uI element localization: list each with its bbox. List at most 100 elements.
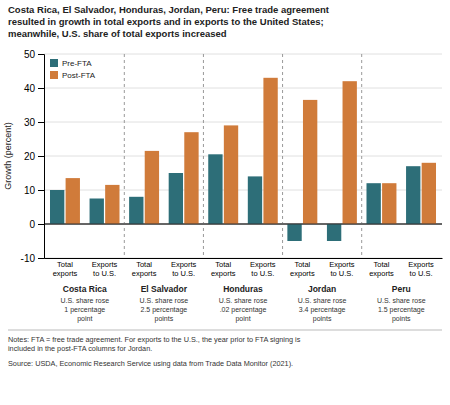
group-separator (361, 54, 362, 258)
y-tick: 10 (24, 185, 44, 196)
text-line: 2.5 percentage (141, 306, 188, 314)
group-subtitle: U.S. share rose 3.4 percentagepoints (298, 297, 347, 323)
text-line: resulted in growth in total exports and … (8, 16, 324, 27)
text-line: to U.S. (251, 269, 274, 278)
bar (145, 151, 159, 224)
y-tick: 0 (29, 219, 44, 230)
grid-line (44, 54, 442, 55)
x-axis: Totalexports Exportsto U.S. Totalexports Ex… (45, 258, 443, 278)
group-subtitle: U.S. share rose .02 percentagepoint (219, 297, 268, 323)
text-line: 1.5 percentage (378, 306, 425, 314)
x-tick: Totalexports (132, 258, 157, 278)
text-line: U.S. share rose (377, 297, 426, 304)
tick-label: Exportsto U.S. (250, 260, 276, 278)
tick-label: 40 (24, 83, 36, 94)
bar (382, 183, 396, 224)
y-axis: -10 0 10 20 30 40 50 (21, 49, 45, 264)
tick-mark (38, 88, 44, 89)
bars (50, 78, 436, 241)
group-label: El Salvador (141, 284, 188, 294)
tick-label: Exportsto U.S. (171, 260, 197, 278)
grid-line (44, 258, 442, 259)
text-line: .02 percentage (220, 306, 267, 314)
tick-label: 20 (24, 151, 36, 162)
tick-label: 10 (24, 185, 36, 196)
group-separator (282, 54, 283, 258)
group-label: Honduras (223, 284, 263, 294)
y-axis-title: Growth (percent) (3, 122, 13, 190)
bar (50, 190, 64, 224)
tick-label: -10 (21, 253, 36, 264)
text-line: U.S. share rose (219, 297, 268, 304)
grid (44, 54, 442, 258)
legend-label: Pre-FTA (62, 59, 92, 68)
grid-line (44, 122, 442, 123)
y-tick: -10 (21, 253, 44, 264)
tick-label: 50 (24, 49, 36, 60)
tick-label: Totalexports (211, 260, 236, 278)
tick-mark (38, 258, 44, 259)
bar (287, 224, 301, 241)
source: Source: USDA, Economic Research Service … (8, 359, 293, 368)
y-tick: 30 (24, 117, 44, 128)
bar (366, 183, 380, 224)
text-line: U.S. share rose (298, 297, 347, 304)
legend: Pre-FTA Post-FTA (50, 59, 96, 80)
notes-separator (8, 330, 442, 331)
grid-line (44, 88, 442, 89)
grid-line (44, 156, 442, 157)
bar (248, 176, 262, 224)
y-tick: 20 (24, 151, 44, 162)
bar (343, 81, 357, 224)
tick-mark (38, 54, 44, 55)
text-line: exports (290, 269, 315, 278)
group-labels: Costa RicaU.S. share rose1 percentagepoi… (60, 284, 425, 323)
chart: Costa Rica, El Salvador, Honduras, Jorda… (0, 0, 450, 405)
tick-mark (38, 122, 44, 123)
tick-label: Totalexports (53, 260, 78, 278)
text-line: exports (369, 269, 394, 278)
group-separators (124, 54, 361, 258)
group-separator (124, 54, 125, 258)
x-tick: Totalexports (369, 258, 394, 278)
text-line: U.S. share rose (140, 297, 189, 304)
zero-line (44, 224, 442, 225)
bar (303, 100, 317, 224)
text-line: included in the post-FTA columns for Jor… (8, 344, 152, 353)
bar (129, 197, 143, 224)
text-line: 3.4 percentage (299, 306, 346, 314)
bar (224, 125, 238, 224)
tick-label: Exportsto U.S. (92, 260, 118, 278)
text-line: point (235, 315, 250, 323)
zero-line (44, 224, 442, 225)
tick-mark (38, 190, 44, 191)
y-tick: 40 (24, 83, 44, 94)
bar (263, 78, 277, 224)
x-tick: Totalexports (211, 258, 236, 278)
text-line: points (313, 315, 332, 323)
text-line: to U.S. (410, 269, 433, 278)
group-label: Jordan (308, 284, 336, 294)
bar (327, 224, 341, 241)
bar (90, 199, 104, 225)
tick-mark (38, 156, 44, 157)
tick-label: Exportsto U.S. (329, 260, 355, 278)
tick-label: Exportsto U.S. (408, 260, 434, 278)
legend-swatch (50, 71, 58, 79)
tick-label: 0 (29, 219, 35, 230)
tick-label: Totalexports (132, 260, 157, 278)
legend-item: Post-FTA (50, 71, 96, 80)
legend-swatch (50, 59, 58, 67)
text-line: Costa Rica, El Salvador, Honduras, Jorda… (8, 4, 330, 15)
group-separator (203, 54, 204, 258)
text-line: to U.S. (93, 269, 116, 278)
legend-item: Pre-FTA (50, 59, 92, 68)
x-tick: Exportsto U.S. (408, 258, 434, 278)
x-tick: Exportsto U.S. (329, 258, 355, 278)
legend-label: Post-FTA (62, 71, 96, 80)
bar (406, 166, 420, 224)
text-line: meanwhile, U.S. share of total exports i… (8, 28, 227, 39)
group-label: Costa Rica (63, 284, 107, 294)
x-tick: Exportsto U.S. (171, 258, 197, 278)
series (66, 78, 436, 224)
